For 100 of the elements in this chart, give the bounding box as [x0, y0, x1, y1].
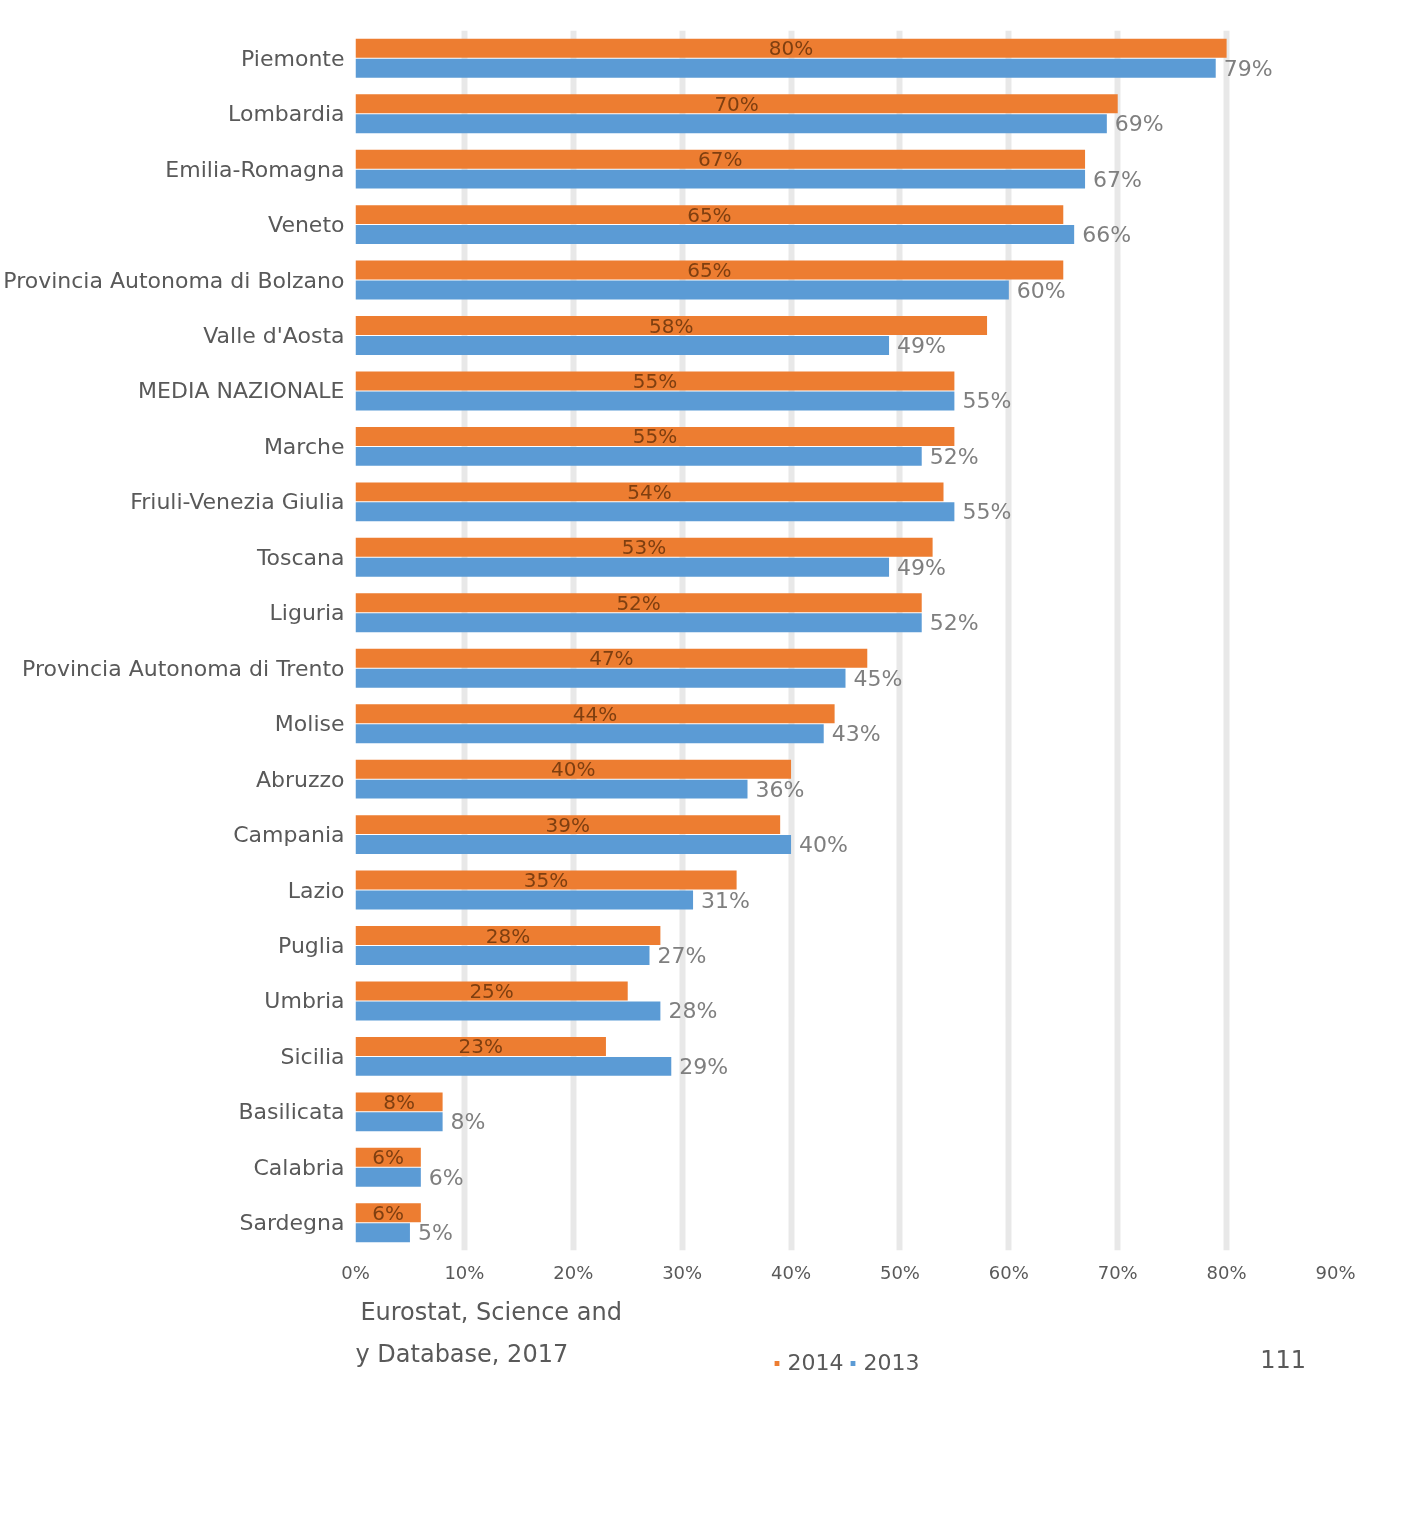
y-tick-label: Calabria	[253, 1154, 345, 1180]
data-label: 35%	[523, 868, 569, 893]
x-tick-label: 10%	[444, 1261, 485, 1283]
y-tick-label: Toscana	[255, 544, 345, 570]
x-tick-label: 30%	[662, 1261, 703, 1283]
data-label: 58%	[649, 313, 694, 338]
data-label: 53%	[621, 535, 667, 560]
data-label: 8%	[450, 1109, 486, 1135]
bar	[355, 149, 1086, 169]
bar	[355, 502, 955, 522]
bar	[355, 38, 1227, 58]
bar	[355, 704, 835, 724]
bar	[355, 260, 1064, 280]
bar	[355, 890, 694, 910]
data-label: 28%	[668, 998, 718, 1024]
legend-label: 2014	[787, 1350, 844, 1375]
data-label: 65%	[687, 258, 732, 283]
data-label: 5%	[417, 1220, 453, 1246]
data-label: 44%	[572, 701, 618, 726]
x-tick-label: 80%	[1206, 1261, 1247, 1283]
y-tick-label: Provincia Autonoma di Trento	[22, 655, 345, 681]
data-label: 47%	[589, 646, 634, 671]
data-label: 45%	[853, 665, 903, 691]
data-label: 55%	[962, 388, 1012, 414]
x-tick-label: 60%	[988, 1261, 1029, 1283]
bar	[355, 114, 1107, 134]
y-tick-label: Sardegna	[239, 1210, 345, 1236]
text: Eurostat, Science and	[360, 1298, 622, 1326]
y-tick-label: Basilicata	[238, 1099, 345, 1125]
bar	[355, 593, 922, 613]
data-label: 29%	[679, 1053, 729, 1079]
bar	[355, 169, 1086, 189]
x-tick-label: 90%	[1315, 1261, 1356, 1283]
bar	[355, 371, 955, 391]
bar	[355, 225, 1075, 245]
bar	[355, 1223, 410, 1243]
bar	[355, 870, 737, 890]
data-label: 6%	[372, 1200, 405, 1225]
bar	[355, 1001, 661, 1021]
data-label: 52%	[616, 590, 661, 615]
data-label: 27%	[657, 942, 707, 968]
data-label: 8%	[383, 1089, 415, 1114]
data-label: 49%	[897, 332, 946, 358]
bar	[355, 946, 650, 965]
data-label: 69%	[1114, 111, 1164, 137]
data-label: 25%	[469, 978, 514, 1003]
bar	[355, 779, 748, 799]
data-label: 6%	[428, 1164, 464, 1190]
data-label: 49%	[897, 554, 946, 580]
data-label: 80%	[768, 36, 814, 61]
bar	[355, 446, 922, 466]
y-tick-label: Provincia Autonoma di Bolzano	[3, 267, 345, 293]
bar	[355, 1056, 672, 1076]
y-tick-label: Molise	[274, 711, 345, 737]
data-label: 40%	[551, 757, 596, 782]
data-label: 67%	[698, 147, 743, 172]
bar	[355, 926, 661, 945]
data-label: 39%	[545, 812, 591, 837]
y-tick-label: Liguria	[269, 600, 345, 626]
data-label: 55%	[632, 424, 678, 449]
data-label: 36%	[755, 776, 805, 802]
bar	[355, 668, 846, 688]
data-label: 79%	[1223, 55, 1273, 81]
y-tick-label: Friuli-Venezia Giulia	[130, 489, 345, 515]
y-tick-label: Marche	[263, 433, 345, 459]
bar	[355, 58, 1216, 78]
y-tick-label: Puglia	[278, 933, 345, 958]
bar	[355, 316, 988, 335]
text: y Database, 2017	[355, 1340, 569, 1369]
bar	[355, 1112, 443, 1132]
data-label: 31%	[701, 887, 750, 913]
x-tick-label: 0%	[341, 1261, 370, 1283]
legend-label: 2013	[863, 1350, 920, 1375]
data-label: 52%	[929, 610, 979, 636]
bar	[355, 426, 955, 446]
bar	[355, 648, 868, 668]
data-label: 23%	[458, 1034, 503, 1059]
y-tick-label: Sicilia	[280, 1043, 345, 1069]
y-tick-label: Campania	[233, 822, 345, 848]
x-tick-label: 40%	[771, 1261, 812, 1283]
y-tick-label: Emilia-Romagna	[165, 156, 345, 182]
bar	[355, 557, 890, 577]
x-tick-label: 20%	[553, 1261, 594, 1283]
text: 111	[1260, 1346, 1307, 1375]
data-label: 28%	[485, 923, 531, 948]
y-tick-label: Umbria	[264, 988, 345, 1014]
bar	[355, 205, 1064, 225]
data-label: 52%	[929, 443, 979, 469]
y-tick-label: Lombardia	[228, 101, 345, 127]
bar	[355, 759, 792, 779]
bar	[355, 537, 933, 557]
bar	[355, 815, 781, 835]
data-label: 70%	[714, 91, 759, 116]
data-label: 67%	[1093, 166, 1142, 192]
data-label: 43%	[831, 721, 881, 747]
data-label: 65%	[687, 202, 732, 227]
bar	[355, 1036, 606, 1056]
y-tick-label: Lazio	[287, 877, 345, 903]
bar	[355, 94, 1118, 114]
bar	[355, 724, 824, 744]
